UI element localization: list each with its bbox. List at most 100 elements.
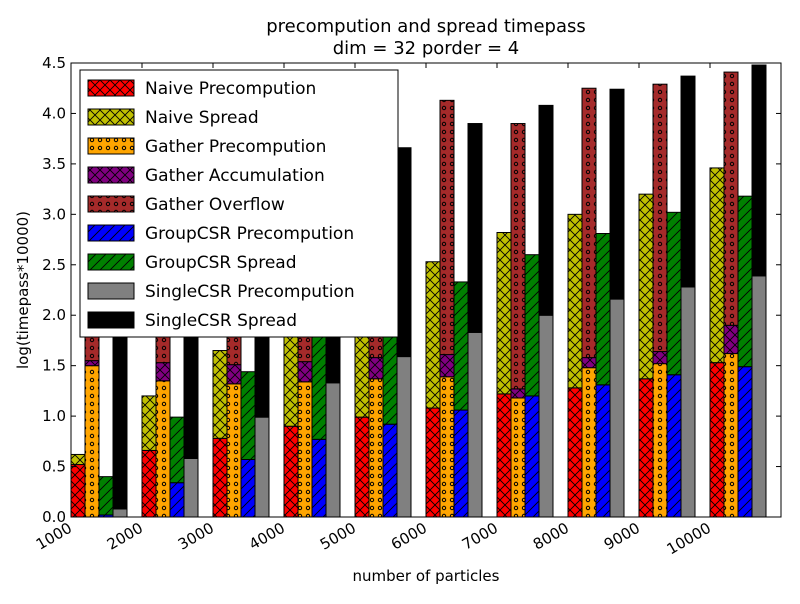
- bars-layer: [70, 64, 767, 518]
- bar-singlecsr-precompution-6000: [467, 331, 483, 518]
- y-tick-label: 3.0: [42, 205, 66, 223]
- legend-label-naive-spread: Naive Spread: [145, 108, 259, 128]
- bar-gather-precompution-1000: [84, 365, 100, 518]
- bar-gather-precompution-4000: [297, 381, 313, 518]
- bar-naive-spread-8000: [567, 213, 583, 389]
- bar-gather-accumulation-3000: [226, 364, 242, 385]
- legend-label-groupcsr-spread: GroupCSR Spread: [145, 253, 297, 273]
- bar-singlecsr-spread-6000: [467, 123, 483, 333]
- bar-groupcsr-spread-9000: [666, 211, 682, 376]
- bar-groupcsr-precompution-9000: [666, 374, 682, 518]
- legend-swatch-naive-precompution: [87, 79, 135, 97]
- x-tick-label: 4000: [246, 519, 288, 554]
- legend-label-groupcsr-precompution: GroupCSR Precompution: [145, 224, 354, 244]
- bar-gather-overflow-10000: [723, 71, 739, 326]
- x-tick-label: 10000: [664, 519, 714, 558]
- bar-naive-precompution-8000: [567, 387, 583, 518]
- bar-gather-overflow-7000: [510, 123, 526, 390]
- bar-groupcsr-spread-7000: [524, 254, 540, 397]
- legend: Naive Precompution Naive Spread Gather Pre…: [79, 69, 399, 338]
- bar-groupcsr-spread-3000: [240, 371, 256, 460]
- bar-gather-accumulation-7000: [510, 388, 526, 399]
- bar-naive-spread-9000: [638, 193, 654, 380]
- x-tick-label: 9000: [601, 519, 643, 554]
- bar-groupcsr-precompution-7000: [524, 395, 540, 518]
- bar-gather-precompution-3000: [226, 383, 242, 518]
- legend-label-singlecsr-precompution: SingleCSR Precompution: [145, 282, 355, 302]
- bar-singlecsr-precompution-2000: [183, 457, 199, 518]
- bar-naive-precompution-6000: [425, 407, 441, 518]
- bar-naive-spread-3000: [212, 350, 228, 439]
- x-tick-label: 5000: [317, 519, 359, 554]
- bar-naive-precompution-3000: [212, 437, 228, 518]
- bar-groupcsr-spread-4000: [311, 327, 327, 440]
- bar-singlecsr-precompution-5000: [396, 356, 412, 518]
- legend-swatch-singlecsr-precompution: [87, 282, 135, 300]
- bar-gather-precompution-2000: [155, 380, 171, 518]
- bar-gather-accumulation-6000: [439, 354, 455, 378]
- bar-naive-precompution-2000: [141, 449, 157, 518]
- bar-singlecsr-spread-5000: [396, 147, 412, 358]
- y-tick-label: 3.5: [42, 155, 66, 173]
- y-tick-label: 4.0: [42, 104, 66, 122]
- chart-title: precompution and spread timepass: [266, 16, 586, 37]
- bar-groupcsr-spread-1000: [98, 476, 114, 516]
- bar-naive-spread-10000: [709, 167, 725, 364]
- bar-singlecsr-spread-1000: [112, 316, 128, 510]
- bar-gather-precompution-9000: [652, 363, 668, 518]
- bar-naive-precompution-9000: [638, 378, 654, 518]
- bar-singlecsr-precompution-10000: [751, 275, 767, 518]
- chart-subtitle: dim = 32 porder = 4: [333, 38, 520, 59]
- legend-swatch-groupcsr-spread: [87, 253, 135, 271]
- bar-groupcsr-spread-10000: [737, 195, 753, 368]
- legend-swatch-gather-overflow: [87, 195, 135, 213]
- bar-groupcsr-spread-8000: [595, 233, 611, 386]
- y-tick-label: 0.0: [42, 508, 66, 526]
- legend-swatch-naive-spread: [87, 108, 135, 126]
- bar-singlecsr-spread-9000: [680, 75, 696, 288]
- bar-singlecsr-precompution-3000: [254, 416, 270, 518]
- x-tick-label: 7000: [459, 519, 501, 554]
- y-tick-label: 2.5: [42, 256, 66, 274]
- bar-singlecsr-precompution-4000: [325, 382, 341, 518]
- bar-naive-precompution-4000: [283, 425, 299, 518]
- bar-naive-precompution-5000: [354, 416, 370, 518]
- bar-naive-spread-1000: [70, 453, 86, 466]
- legend-label-gather-accumulation: Gather Accumulation: [145, 166, 325, 186]
- legend-label-singlecsr-spread: SingleCSR Spread: [145, 311, 297, 331]
- bar-gather-accumulation-2000: [155, 362, 171, 382]
- bar-singlecsr-spread-8000: [609, 88, 625, 300]
- bar-singlecsr-precompution-9000: [680, 286, 696, 518]
- bar-gather-accumulation-4000: [297, 361, 313, 383]
- y-tick-label: 1.5: [42, 357, 66, 375]
- legend-label-gather-precompution: Gather Precompution: [145, 137, 326, 157]
- bar-gather-accumulation-8000: [581, 357, 597, 369]
- y-tick-label: 4.5: [42, 54, 66, 72]
- bar-groupcsr-precompution-4000: [311, 438, 327, 518]
- legend-label-gather-overflow: Gather Overflow: [145, 195, 285, 215]
- bar-gather-accumulation-10000: [723, 324, 739, 355]
- legend-swatch-groupcsr-precompution: [87, 224, 135, 242]
- x-tick-label: 3000: [175, 519, 217, 554]
- y-axis-label: log(timepass*10000): [14, 211, 32, 369]
- bar-gather-precompution-10000: [723, 353, 739, 518]
- x-tick-label: 8000: [530, 519, 572, 554]
- x-tick-label: 6000: [388, 519, 430, 554]
- legend-swatch-gather-accumulation: [87, 166, 135, 184]
- bar-groupcsr-precompution-10000: [737, 366, 753, 518]
- legend-swatch-gather-precompution: [87, 137, 135, 155]
- bar-gather-precompution-7000: [510, 397, 526, 518]
- bar-groupcsr-spread-2000: [169, 416, 185, 484]
- bar-singlecsr-spread-10000: [751, 64, 767, 277]
- bar-groupcsr-precompution-6000: [453, 409, 469, 518]
- bar-gather-accumulation-5000: [368, 357, 384, 380]
- bar-gather-precompution-8000: [581, 367, 597, 518]
- bar-naive-spread-6000: [425, 261, 441, 409]
- bar-singlecsr-spread-7000: [538, 104, 554, 316]
- bar-singlecsr-precompution-1000: [112, 508, 128, 518]
- y-tick-label: 1.0: [42, 407, 66, 425]
- bar-gather-accumulation-9000: [652, 351, 668, 365]
- bar-groupcsr-precompution-2000: [169, 482, 185, 518]
